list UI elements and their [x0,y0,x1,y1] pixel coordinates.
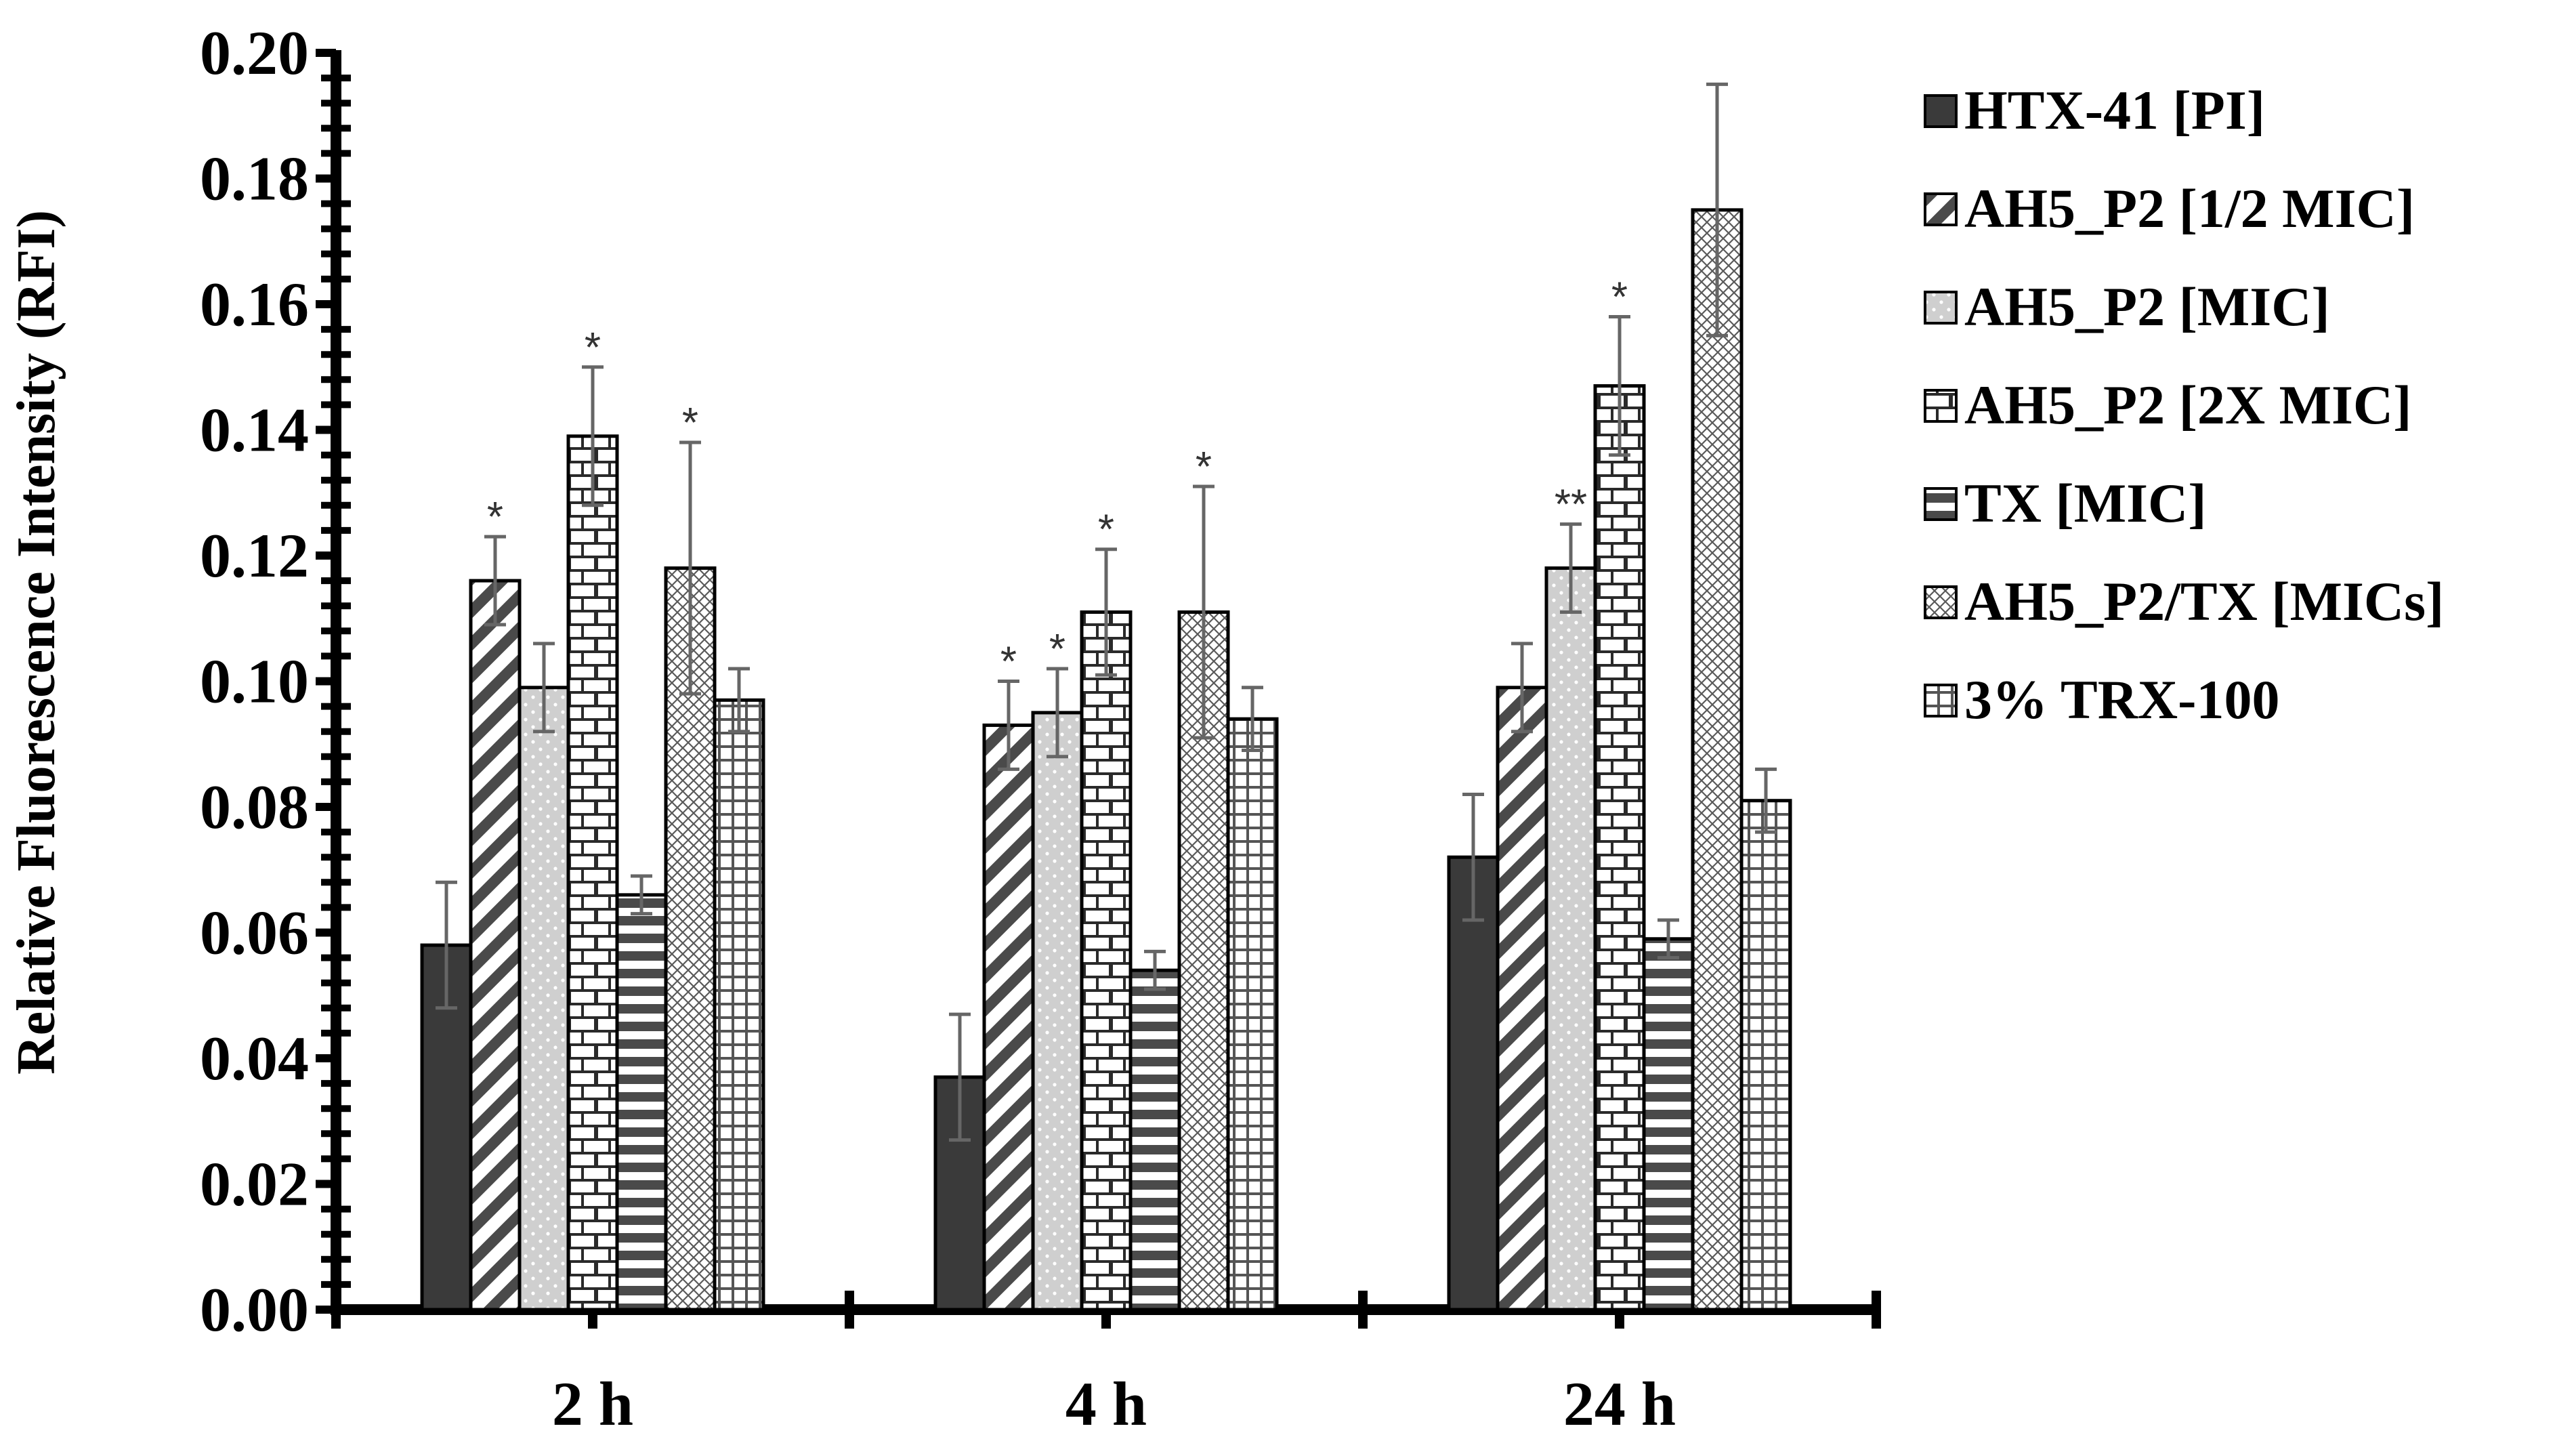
bar [1544,566,1597,1312]
significance-marker: ** [1555,482,1587,528]
bar [1080,610,1133,1312]
legend-swatch [1924,94,1958,128]
y-tick-label: 0.12 [200,521,309,590]
legend-label: HTX-41 [PI] [1964,79,2265,141]
legend-label: AH5_P2/TX [MICs] [1964,570,2444,632]
bar [1496,686,1548,1312]
significance-marker: * [1049,626,1065,673]
legend-swatch [1924,684,1958,717]
y-tick-label: 0.08 [200,772,309,841]
legend-swatch [1924,291,1958,325]
legend-swatch [1924,192,1958,226]
legend-label: AH5_P2 [MIC] [1964,276,2330,337]
bar [982,723,1035,1312]
legend-label: TX [MIC] [1964,472,2207,534]
legend-swatch [1924,389,1958,423]
y-tick-label: 0.14 [200,396,309,465]
significance-marker: * [1611,274,1628,321]
y-tick-label: 0.18 [200,144,309,213]
legend-label: AH5_P2 [1/2 MIC] [1964,178,2415,239]
significance-marker: * [585,325,601,371]
bar [1447,855,1500,1312]
legend-swatch [1924,585,1958,619]
x-tick-label: 24 h [1563,1369,1676,1437]
bar [615,893,668,1312]
x-tick-label: 2 h [552,1369,633,1437]
bar [1691,208,1744,1312]
legend-label: 3% TRX-100 [1964,669,2279,730]
bar [1031,711,1084,1312]
y-axis-title: Relative Fluorescence Intensity (RFI) [7,210,66,1075]
significance-marker: * [1000,639,1017,686]
y-tick-label: 0.02 [200,1150,309,1219]
significance-marker: * [682,400,698,446]
significance-marker: * [1196,444,1212,491]
y-tick-label: 0.00 [200,1275,309,1344]
bar [713,698,765,1312]
legend: HTX-41 [PI] AH5_P2 [1/2 MIC] AH5_P2 [MIC] A… [1924,79,2444,730]
bar [1128,968,1181,1312]
bar [1226,717,1279,1312]
bar [566,434,619,1312]
legend-label: AH5_P2 [2X MIC] [1964,374,2411,436]
y-tick-label: 0.10 [200,647,309,716]
y-tick-label: 0.16 [200,270,309,339]
y-axis-title-text: Relative Fluorescence Intensity (RFI) [7,210,66,1075]
bar [1642,937,1695,1312]
y-tick-label: 0.20 [200,18,309,87]
legend-swatch [1924,487,1958,521]
bar [1739,799,1792,1312]
significance-marker: * [487,494,503,541]
significance-marker: * [1098,507,1114,554]
bar [1593,384,1646,1312]
x-tick-label: 4 h [1065,1369,1147,1437]
y-tick-label: 0.06 [200,898,309,967]
bar [469,579,522,1312]
bar [518,686,570,1312]
y-tick-label: 0.04 [200,1024,309,1093]
